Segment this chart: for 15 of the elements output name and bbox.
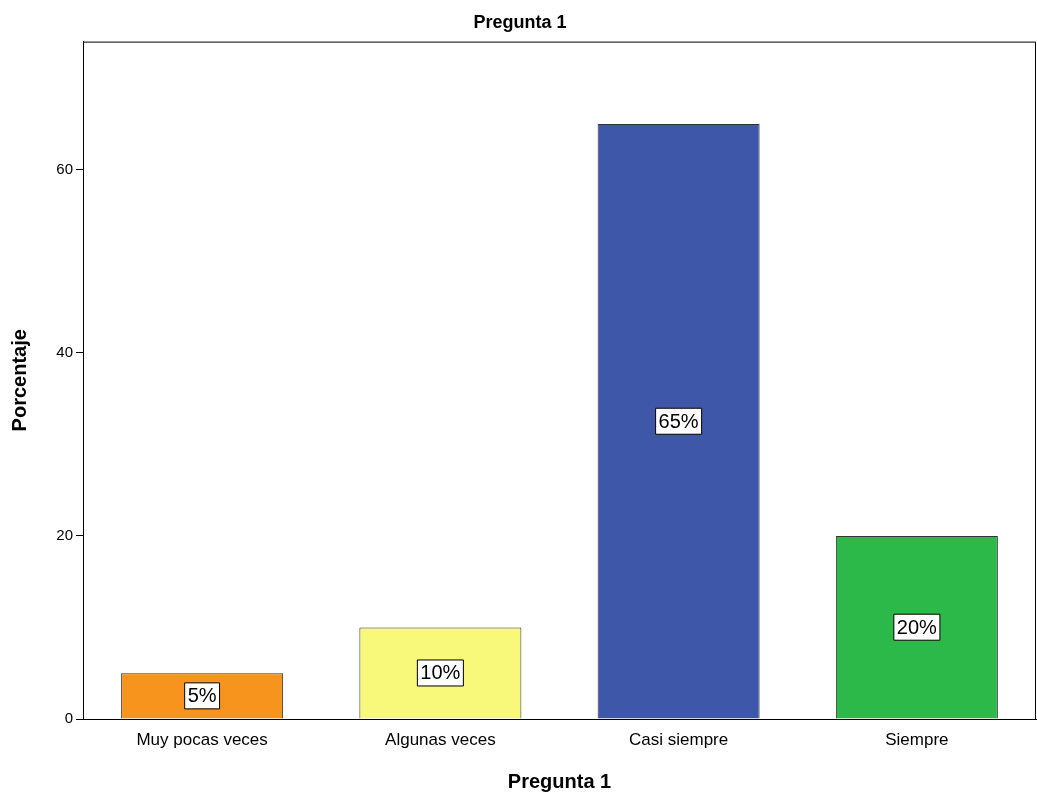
x-tick-label: Siempre: [885, 729, 949, 749]
data-label: 10%: [420, 661, 461, 684]
x-axis-title: Pregunta 1: [507, 769, 612, 792]
y-tick-label: 40: [56, 342, 73, 360]
y-tick-label: 0: [64, 709, 73, 727]
y-tick-label: 20: [56, 526, 73, 544]
x-tick-label: Muy pocas veces: [136, 729, 268, 749]
x-tick-label: Casi siempre: [629, 729, 729, 749]
y-tick-label: 60: [56, 159, 73, 177]
data-label: 65%: [658, 409, 699, 432]
x-tick-label: Algunas veces: [385, 729, 496, 749]
data-label: 5%: [187, 684, 217, 707]
y-axis-title: Porcentaje: [7, 329, 30, 432]
chart-title: Pregunta 1: [473, 11, 567, 32]
data-label: 20%: [896, 615, 938, 638]
